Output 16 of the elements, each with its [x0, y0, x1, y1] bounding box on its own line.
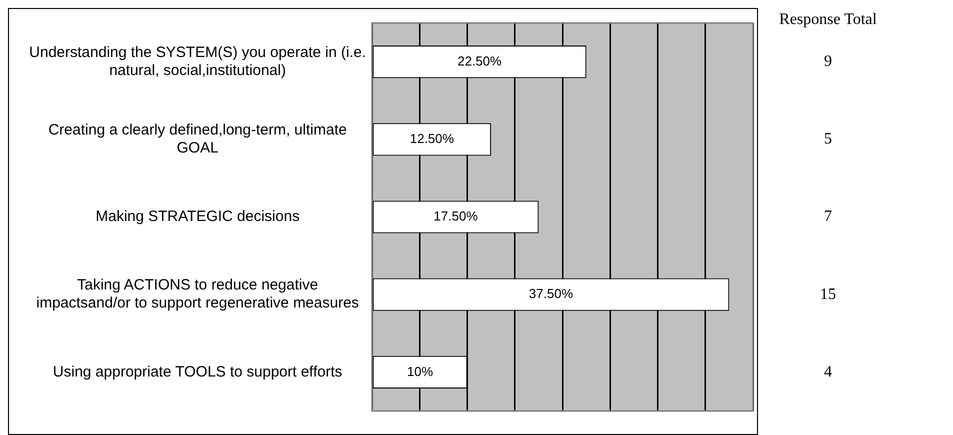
y-tick-label: Creating a clearly defined,long-term, ultimate GOAL [48, 122, 347, 157]
text: 9 [824, 53, 832, 70]
data-label: 22.50% [457, 53, 502, 68]
text: 4 [824, 363, 832, 380]
data-label: 37.50% [528, 286, 574, 302]
y-tick-label: Taking ACTIONS to reduce negative impactsand/or to support regenerative measures [36, 276, 359, 312]
text: 5 [824, 130, 832, 148]
y-tick-label: Making STRATEGIC decisions [96, 208, 300, 226]
data-label: 17.50% [434, 208, 478, 224]
text: 7 [824, 208, 832, 226]
y-tick-label: Understanding the SYSTEM(S) you operate in (i.e. natural, social,institutional) [29, 44, 366, 79]
text: 15 [820, 286, 836, 303]
y-tick-label: Using appropriate TOOLS to support efforts [52, 363, 342, 380]
data-label: 12.50% [410, 130, 454, 146]
data-label: 10% [406, 364, 434, 379]
text: Response Total [779, 11, 878, 28]
